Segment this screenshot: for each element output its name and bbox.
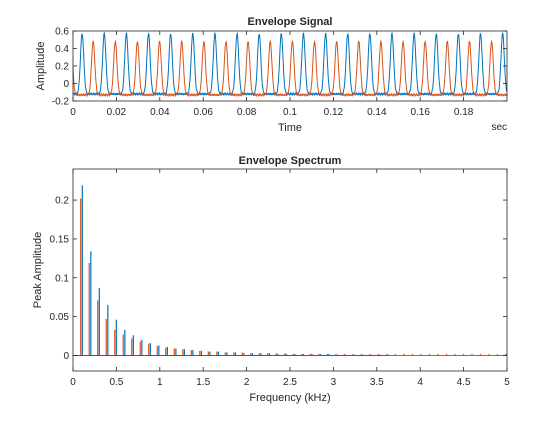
envelope-spectrum-xtick-label: 4.5 — [457, 377, 471, 388]
envelope-spectrum-xtick-label: 4 — [417, 377, 423, 388]
envelope-signal-xtick-label: 0.14 — [367, 107, 387, 118]
envelope-spectrum-xlabel: Frequency (kHz) — [249, 392, 330, 404]
envelope-spectrum-xtick-label: 2 — [244, 377, 250, 388]
envelope-signal-xtick-label: 0.16 — [410, 107, 430, 118]
envelope-signal-xtick-label: 0.06 — [193, 107, 213, 118]
envelope-signal-title: Envelope Signal — [248, 16, 333, 28]
envelope-signal-ytick-label: 0.6 — [55, 27, 69, 38]
envelope-signal-ytick-label: 0.2 — [55, 62, 69, 73]
envelope-signal-xtick-label: 0.02 — [107, 107, 127, 118]
envelope-spectrum-xtick-label: 1.5 — [196, 377, 210, 388]
envelope-spectrum-ylabel: Peak Amplitude — [32, 232, 44, 308]
envelope-spectrum-xtick-label: 1 — [157, 377, 163, 388]
envelope-signal-series-group — [72, 31, 508, 98]
envelope-spectrum-series-group — [73, 185, 507, 356]
envelope-signal-xtick-label: 0.1 — [283, 107, 297, 118]
envelope-spectrum-xtick-label: 3.5 — [370, 377, 384, 388]
envelope-signal-xtick-label: 0 — [70, 107, 76, 118]
envelope-spectrum-xtick-label: 5 — [504, 377, 510, 388]
envelope-signal-xtick-label: 0.18 — [454, 107, 474, 118]
envelope-signal-xtick-label: 0.12 — [324, 107, 344, 118]
envelope-signal-ylabel: Amplitude — [35, 42, 47, 91]
envelope-spectrum-xtick-label: 0.5 — [109, 377, 123, 388]
envelope-signal-series-line-2 — [72, 39, 508, 98]
envelope-signal-ytick-label: 0 — [63, 79, 69, 90]
envelope-spectrum-plot-area — [73, 169, 507, 371]
envelope-signal-xtick-label: 0.04 — [150, 107, 170, 118]
envelope-spectrum-xtick-label: 0 — [70, 377, 76, 388]
envelope-spectrum-axes: 0 0.5 1 1.5 2 2.5 3 3.5 4 4.5 5 0 0.05 0.1 0.15 0.2 Env… — [32, 155, 510, 404]
envelope-signal-ytick-label: 0.4 — [55, 44, 69, 55]
envelope-spectrum-ytick-label: 0.1 — [55, 273, 69, 284]
envelope-signal-axes-box — [72, 30, 508, 102]
envelope-signal-series-line-1 — [72, 31, 508, 97]
envelope-signal-ticks: 0 0.02 0.04 0.06 0.08 0.1 0.12 0.14 0.16 0.18 -0.2… — [52, 27, 507, 118]
envelope-spectrum-ytick-label: 0.2 — [55, 196, 69, 207]
envelope-signal-ytick-label: -0.2 — [52, 97, 70, 108]
envelope-spectrum-axes-box — [72, 168, 508, 372]
envelope-signal-axes: 0 0.02 0.04 0.06 0.08 0.1 0.12 0.14 0.16 0.18 -0.2… — [35, 16, 508, 134]
envelope-signal-xtick-label: 0.08 — [237, 107, 257, 118]
envelope-spectrum-title: Envelope Spectrum — [239, 155, 342, 167]
envelope-spectrum-ytick-label: 0.05 — [50, 312, 70, 323]
envelope-spectrum-ytick-label: 0.15 — [50, 234, 70, 245]
envelope-spectrum-ticks: 0 0.5 1 1.5 2 2.5 3 3.5 4 4.5 5 0 0.05 0.1 0.15 0.2 — [50, 169, 510, 388]
envelope-spectrum-xtick-label: 3 — [331, 377, 337, 388]
envelope-signal-xlabel: Time — [278, 122, 302, 134]
envelope-spectrum-ytick-label: 0 — [63, 351, 69, 362]
envelope-signal-x-unit: sec — [491, 122, 507, 133]
envelope-signal-plot-area — [73, 31, 507, 101]
envelope-spectrum-xtick-label: 2.5 — [283, 377, 297, 388]
